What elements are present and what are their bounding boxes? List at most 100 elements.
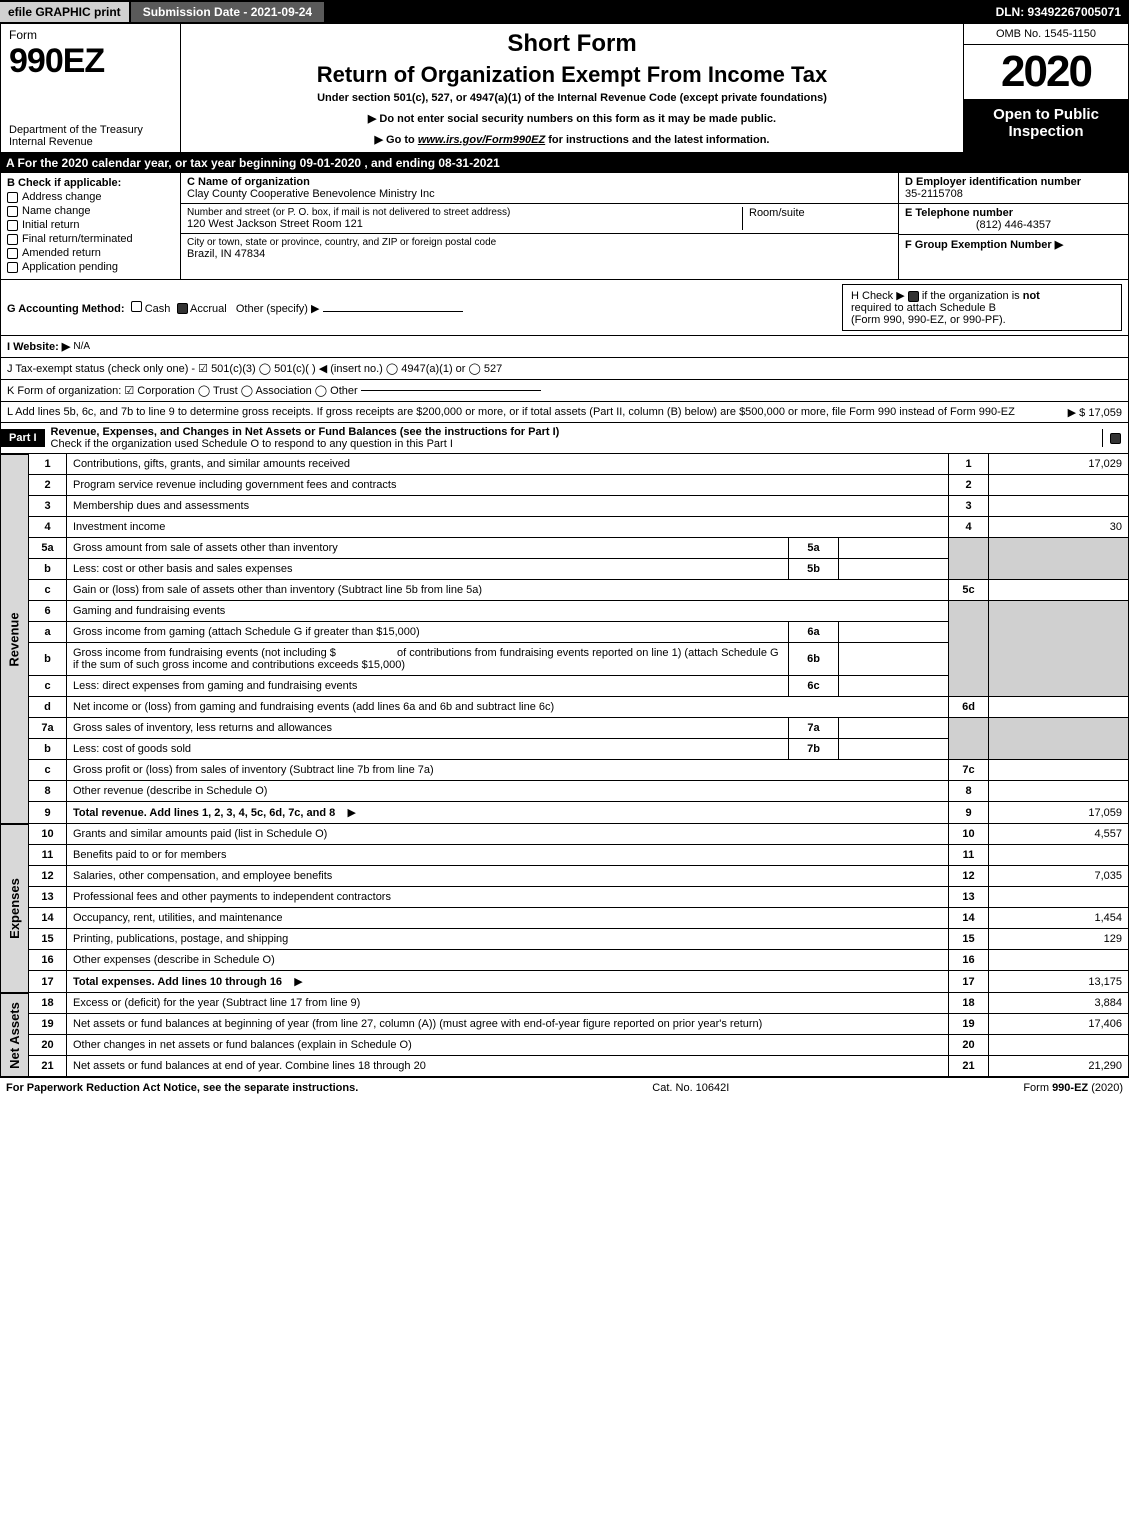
line-17: 17Total expenses. Add lines 10 through 1… [29,971,1129,993]
line-5b-sub: 5b [789,559,839,580]
omb-number: OMB No. 1545-1150 [964,24,1128,45]
line-11-desc: Benefits paid to or for members [73,849,226,861]
ein-label: D Employer identification number [905,176,1122,188]
chk-amended-return[interactable] [7,248,18,259]
chk-final-return[interactable] [7,234,18,245]
tel: (812) 446-4357 [905,219,1122,231]
open-to-public: Open to Public Inspection [964,100,1128,152]
chk-address-change[interactable] [7,192,18,203]
line-7c: cGross profit or (loss) from sales of in… [29,760,1129,781]
line-16-desc: Other expenses (describe in Schedule O) [73,954,275,966]
city: Brazil, IN 47834 [187,248,892,260]
line-5c: cGain or (loss) from sale of assets othe… [29,580,1129,601]
line-8-amt [989,781,1129,802]
i-label: I Website: ▶ [7,340,70,353]
goto-line: ▶ Go to www.irs.gov/Form990EZ for instru… [187,133,957,146]
revenue-table: 1Contributions, gifts, grants, and simil… [28,454,1129,824]
line-18-desc: Excess or (deficit) for the year (Subtra… [73,997,360,1009]
netassets-section: Net Assets 18Excess or (deficit) for the… [28,993,1129,1077]
chk-cash[interactable] [131,301,142,312]
col-c: C Name of organization Clay County Coope… [181,173,898,279]
h-not: not [1023,290,1040,302]
chk-application-pending[interactable] [7,262,18,273]
city-label: City or town, state or province, country… [187,237,892,248]
line-19-no: 19 [949,1014,989,1035]
department: Department of the Treasury Internal Reve… [9,124,172,148]
line-5c-no: 5c [949,580,989,601]
line-13-amt [989,887,1129,908]
line-7b-sub: 7b [789,739,839,760]
dln: DLN: 93492267005071 [996,5,1129,19]
chk-name-change[interactable] [7,206,18,217]
col-b-header: B Check if applicable: [7,177,174,189]
footer-right-post: (2020) [1088,1082,1123,1094]
netassets-table: 18Excess or (deficit) for the year (Subt… [28,993,1129,1077]
line-7a-val [839,718,949,739]
line-7c-no: 7c [949,760,989,781]
line-5c-amt [989,580,1129,601]
line-14-amt: 1,454 [989,908,1129,929]
footer-mid: Cat. No. 10642I [652,1082,729,1094]
row-j: J Tax-exempt status (check only one) - ☑… [0,358,1129,380]
line-4-desc: Investment income [73,521,165,533]
part-i-title: Revenue, Expenses, and Changes in Net As… [45,423,1102,453]
row-i: I Website: ▶ N/A [0,336,1129,358]
line-5a-sub: 5a [789,538,839,559]
netassets-tab-label: Net Assets [7,1002,22,1069]
top-bar: efile GRAPHIC print Submission Date - 20… [0,0,1129,24]
line-13-no: 13 [949,887,989,908]
line-7a: 7aGross sales of inventory, less returns… [29,718,1129,739]
line-6d-no: 6d [949,697,989,718]
room-suite: Room/suite [742,207,892,230]
chk-schedule-o-icon [1110,433,1121,444]
chk-accrual[interactable] [177,303,188,314]
line-9-desc: Total revenue. Add lines 1, 2, 3, 4, 5c,… [73,807,335,819]
line-5b-val [839,559,949,580]
lbl-address-change: Address change [22,191,102,203]
k-other-input[interactable] [361,390,541,391]
line-20-amt [989,1035,1129,1056]
line-6-desc: Gaming and fundraising events [73,605,225,617]
lbl-amended-return: Amended return [22,247,101,259]
expenses-table: 10 Grants and similar amounts paid (list … [28,824,1129,993]
line-7c-amt [989,760,1129,781]
form-header: Form 990EZ Department of the Treasury In… [0,24,1129,153]
line-13: 13Professional fees and other payments t… [29,887,1129,908]
line-7b-desc: Less: cost of goods sold [73,743,191,755]
other-input[interactable] [323,311,463,312]
footer-right-bold: 990-EZ [1052,1082,1088,1094]
line-14-no: 14 [949,908,989,929]
line-6: 6Gaming and fundraising events [29,601,1129,622]
irs-link[interactable]: www.irs.gov/Form990EZ [418,134,545,146]
chk-h[interactable] [908,291,919,302]
part-i-checkbox[interactable] [1102,429,1128,447]
addr-label: Number and street (or P. O. box, if mail… [187,207,742,218]
tel-row: E Telephone number (812) 446-4357 [899,204,1128,235]
revenue-section: Revenue 1Contributions, gifts, grants, a… [28,454,1129,824]
footer-right-pre: Form [1023,1082,1052,1094]
line-17-amt: 13,175 [989,971,1129,993]
col-d: D Employer identification number 35-2115… [898,173,1128,279]
expenses-tab: Expenses [0,824,28,993]
city-row: City or town, state or province, country… [181,234,898,263]
line-5c-desc: Gain or (loss) from sale of assets other… [73,584,482,596]
line-14-desc: Occupancy, rent, utilities, and maintena… [73,912,283,924]
line-2-no: 2 [949,475,989,496]
line-20-no: 20 [949,1035,989,1056]
line-11-no: 11 [949,845,989,866]
j-text: J Tax-exempt status (check only one) - ☑… [7,362,502,375]
line-10-desc: Grants and similar amounts paid (list in… [73,828,327,840]
line-15-amt: 129 [989,929,1129,950]
line-2: 2Program service revenue including gover… [29,475,1129,496]
line-12: 12Salaries, other compensation, and empl… [29,866,1129,887]
line-10-no: 10 [949,824,989,845]
lbl-final-return: Final return/terminated [22,233,133,245]
chk-initial-return[interactable] [7,220,18,231]
form-label: Form [9,28,172,42]
line-7b-val [839,739,949,760]
line-6b-sub: 6b [789,643,839,676]
addr: 120 West Jackson Street Room 121 [187,218,742,230]
h-line2: required to attach Schedule B [851,302,996,314]
efile-print-button[interactable]: efile GRAPHIC print [0,2,129,22]
line-5a: 5aGross amount from sale of assets other… [29,538,1129,559]
